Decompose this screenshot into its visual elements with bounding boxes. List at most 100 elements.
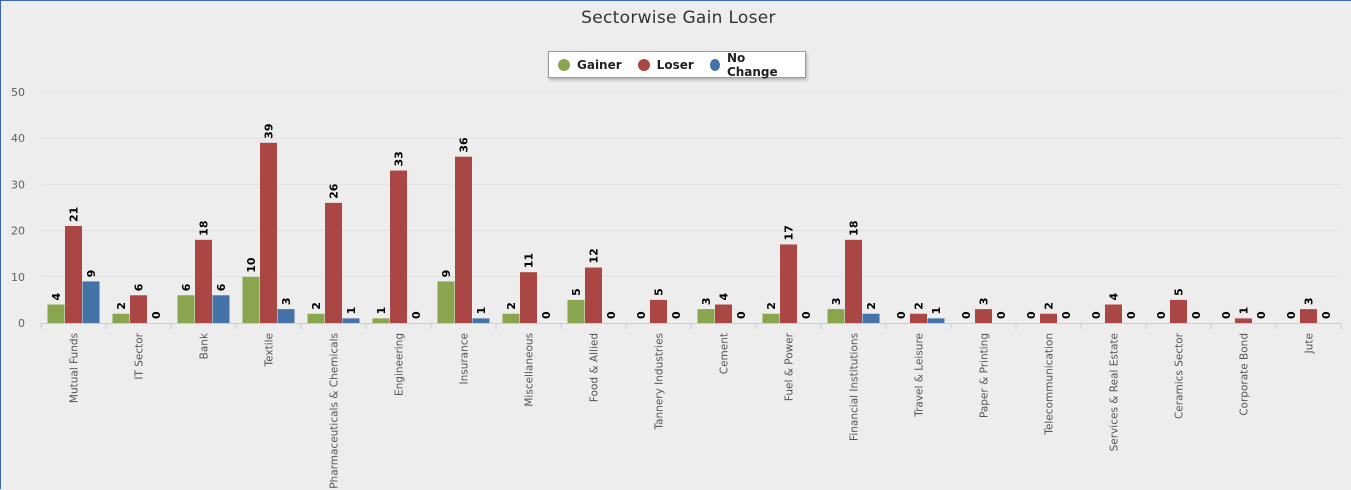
bar-loser-telecommunication xyxy=(1040,313,1057,323)
data-label-gainer-bank: 6 xyxy=(180,283,193,291)
bar-loser-corporate-bond xyxy=(1235,318,1252,323)
legend-label-no-change: No Change xyxy=(726,50,778,79)
data-label-loser-cement: 4 xyxy=(718,293,731,301)
data-label-loser-textile: 39 xyxy=(263,124,276,139)
legend-label-loser: Loser xyxy=(656,57,694,72)
data-label-no-change-pharmaceuticals-and-chemicals: 1 xyxy=(345,307,358,315)
data-label-gainer-it-sector: 2 xyxy=(115,302,128,310)
bar-no-change-mutual-funds xyxy=(82,281,100,323)
x-tick-label-pharmaceuticals-and-chemicals: Pharmaceuticals & Chemicals xyxy=(329,333,341,489)
x-tick-label-mutual-funds: Mutual Funds xyxy=(69,333,81,403)
bar-loser-tannery-industries xyxy=(650,299,667,323)
x-tick-label-fuel-and-power: Fuel & Power xyxy=(784,332,796,401)
data-label-gainer-tannery-industries: 0 xyxy=(635,311,648,319)
bar-gainer-insurance xyxy=(437,281,455,323)
x-tick-label-tannery-industries: Tannery Industries xyxy=(654,333,666,431)
y-tick-label-50: 50 xyxy=(11,86,25,99)
data-label-loser-fuel-and-power: 17 xyxy=(783,225,796,240)
data-label-loser-ceramics-sector: 5 xyxy=(1173,288,1186,296)
bar-loser-services-and-real-estate xyxy=(1105,304,1122,323)
x-tick-label-food-and-allied: Food & Allied xyxy=(589,333,601,402)
data-label-gainer-ceramics-sector: 0 xyxy=(1155,311,1168,319)
bar-loser-food-and-allied xyxy=(585,267,602,323)
bar-loser-mutual-funds xyxy=(65,225,82,323)
data-label-no-change-it-sector: 0 xyxy=(150,311,163,319)
bar-loser-travel-and-leisure xyxy=(910,313,927,323)
bar-loser-financial-institutions xyxy=(845,239,862,323)
data-label-gainer-telecommunication: 0 xyxy=(1025,311,1038,319)
bar-loser-insurance xyxy=(455,156,472,323)
x-tick-label-insurance: Insurance xyxy=(459,333,471,385)
data-label-loser-travel-and-leisure: 2 xyxy=(913,302,926,310)
data-label-loser-engineering: 33 xyxy=(393,151,406,166)
x-tick-label-cement: Cement xyxy=(719,333,731,374)
bar-gainer-bank xyxy=(177,295,195,323)
data-label-no-change-food-and-allied: 0 xyxy=(605,311,618,319)
bar-no-change-pharmaceuticals-and-chemicals xyxy=(342,318,360,323)
x-tick-label-bank: Bank xyxy=(199,332,211,359)
data-label-gainer-engineering: 1 xyxy=(375,307,388,315)
bar-gainer-financial-institutions xyxy=(827,309,845,323)
data-label-no-change-mutual-funds: 9 xyxy=(85,270,98,278)
bar-no-change-financial-institutions xyxy=(862,313,880,323)
legend-item-gainer[interactable]: Gainer xyxy=(558,58,622,72)
bar-loser-pharmaceuticals-and-chemicals xyxy=(325,202,342,323)
data-label-gainer-corporate-bond: 0 xyxy=(1220,311,1233,319)
x-tick-label-engineering: Engineering xyxy=(394,333,406,396)
data-label-gainer-fuel-and-power: 2 xyxy=(765,302,778,310)
data-label-no-change-engineering: 0 xyxy=(410,311,423,319)
data-label-no-change-paper-and-printing: 0 xyxy=(995,311,1008,319)
bar-gainer-mutual-funds xyxy=(47,304,65,323)
bar-gainer-it-sector xyxy=(112,313,130,323)
data-label-no-change-miscellaneous: 0 xyxy=(540,311,553,319)
data-label-loser-miscellaneous: 11 xyxy=(523,253,536,268)
data-label-loser-financial-institutions: 18 xyxy=(848,221,861,236)
data-label-loser-tannery-industries: 5 xyxy=(653,288,666,296)
legend-marker-no-change xyxy=(709,58,720,71)
data-label-no-change-jute: 0 xyxy=(1320,311,1333,319)
x-tick-label-services-and-real-estate: Services & Real Estate xyxy=(1109,333,1121,451)
data-label-gainer-food-and-allied: 5 xyxy=(570,288,583,296)
data-label-loser-bank: 18 xyxy=(198,221,211,236)
data-label-gainer-textile: 10 xyxy=(245,257,258,273)
data-label-gainer-cement: 3 xyxy=(700,297,713,305)
bar-loser-miscellaneous xyxy=(520,272,537,323)
data-label-gainer-insurance: 9 xyxy=(440,270,453,278)
bar-loser-ceramics-sector xyxy=(1170,299,1187,323)
bar-no-change-insurance xyxy=(472,318,490,323)
data-label-no-change-insurance: 1 xyxy=(475,307,488,315)
x-tick-label-miscellaneous: Miscellaneous xyxy=(524,333,536,407)
data-label-gainer-mutual-funds: 4 xyxy=(50,293,63,301)
bar-loser-cement xyxy=(715,304,732,323)
data-label-gainer-miscellaneous: 2 xyxy=(505,302,518,310)
bar-loser-fuel-and-power xyxy=(780,244,797,323)
data-label-loser-food-and-allied: 12 xyxy=(588,248,601,263)
y-tick-label-20: 20 xyxy=(11,225,25,238)
x-tick-label-financial-institutions: Financial Institutions xyxy=(849,333,861,441)
bar-loser-bank xyxy=(195,239,212,323)
x-tick-label-jute: Jute xyxy=(1304,333,1316,354)
bar-gainer-miscellaneous xyxy=(502,313,520,323)
y-tick-label-40: 40 xyxy=(11,132,25,145)
data-label-no-change-telecommunication: 0 xyxy=(1060,311,1073,319)
legend-item-loser[interactable]: Loser xyxy=(637,57,694,72)
data-label-loser-paper-and-printing: 3 xyxy=(978,297,991,305)
legend: Gainer Loser No Change xyxy=(548,50,806,79)
x-tick-label-it-sector: IT Sector xyxy=(134,332,146,379)
y-tick-label-0: 0 xyxy=(18,317,25,330)
data-label-loser-pharmaceuticals-and-chemicals: 26 xyxy=(328,183,341,199)
y-tick-label-10: 10 xyxy=(11,271,25,284)
bar-no-change-travel-and-leisure xyxy=(927,318,945,323)
bar-gainer-food-and-allied xyxy=(567,299,585,323)
data-label-no-change-tannery-industries: 0 xyxy=(670,311,683,319)
data-label-no-change-financial-institutions: 2 xyxy=(865,302,878,310)
data-label-loser-telecommunication: 2 xyxy=(1043,302,1056,310)
legend-label-gainer: Gainer xyxy=(577,57,622,72)
data-label-gainer-pharmaceuticals-and-chemicals: 2 xyxy=(310,302,323,310)
legend-item-no-change[interactable]: No Change xyxy=(709,50,789,79)
data-label-no-change-services-and-real-estate: 0 xyxy=(1125,311,1138,319)
data-label-no-change-corporate-bond: 0 xyxy=(1255,311,1268,319)
data-label-gainer-financial-institutions: 3 xyxy=(830,297,843,305)
legend-marker-loser xyxy=(637,58,650,71)
